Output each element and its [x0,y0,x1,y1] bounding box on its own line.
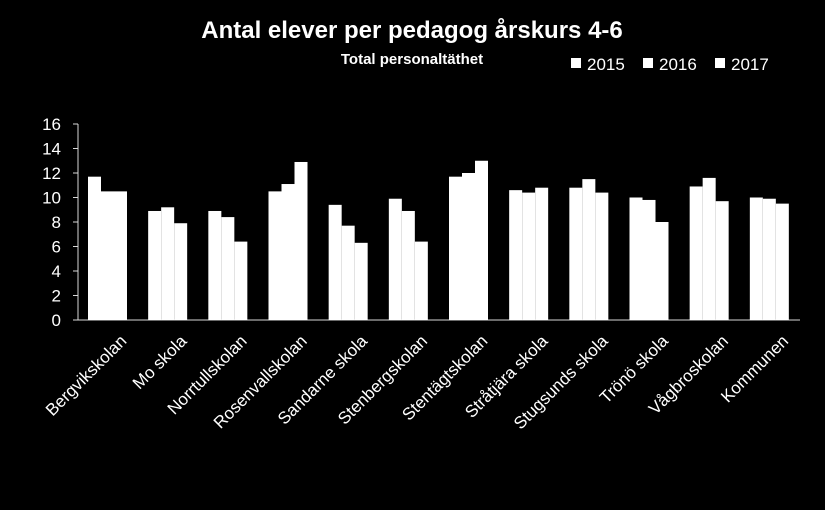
bar-2017-5 [414,241,428,320]
y-tick-label: 6 [52,238,61,257]
bar-2015-7 [509,190,523,320]
bar-2015-11 [749,197,763,320]
bar-2017-11 [775,203,789,320]
bar-2017-2 [234,241,248,320]
bar-2017-8 [595,192,609,320]
bar-2016-6 [462,173,475,320]
y-tick-label: 4 [52,262,61,281]
bar-2015-5 [388,198,402,320]
bar-2016-2 [221,217,235,320]
legend-label: 2016 [659,55,697,74]
bar-2015-9 [629,197,643,320]
legend: 2015 2016 2017 [571,55,769,74]
legend-label: 2017 [731,55,769,74]
y-tick-label: 16 [42,115,61,134]
y-tick-label: 2 [52,287,61,306]
bar-2017-6 [475,160,488,320]
bar-2016-3 [281,184,295,320]
legend-label: 2015 [587,55,625,74]
bar-2016-1 [161,207,175,320]
bar-2016-0 [101,191,114,320]
bar-2015-3 [268,191,282,320]
bar-2015-4 [328,204,342,320]
y-tick-label: 12 [42,164,61,183]
y-tick-label: 10 [42,189,61,208]
bar-2015-2 [208,210,222,320]
bar-2015-8 [569,187,583,320]
bar-2017-4 [354,242,368,320]
legend-swatch [643,58,653,68]
bar-2017-3 [294,161,308,320]
category-label: Mo skola [129,331,191,393]
bar-2017-9 [655,222,669,320]
bar-2017-10 [715,201,729,320]
chart-subtitle: Total personaltäthet [341,51,483,68]
bar-2016-10 [702,177,716,320]
bar-2015-1 [148,210,162,320]
bar-2016-4 [341,225,355,320]
category-label: Bergvikskolan [42,331,130,419]
legend-swatch [715,58,725,68]
bar-2016-8 [582,179,596,320]
y-tick-label: 0 [52,311,61,330]
y-tick-label: 8 [52,213,61,232]
bar-2016-5 [401,210,415,320]
bar-2016-7 [522,192,536,320]
legend-swatch [571,58,581,68]
bar-2017-0 [114,191,127,320]
bar-2015-0 [88,176,101,320]
bar-2017-1 [174,223,188,320]
bar-2017-7 [535,187,549,320]
y-tick-label: 14 [42,140,61,159]
bar-2016-11 [762,198,776,320]
chart-title: Antal elever per pedagog årskurs 4-6 [201,17,623,44]
axes: 0 2 4 6 8 10 12 14 16 [42,115,800,330]
bar-2015-6 [449,176,462,320]
bar-2016-9 [642,199,656,320]
bar-2015-10 [689,186,703,320]
